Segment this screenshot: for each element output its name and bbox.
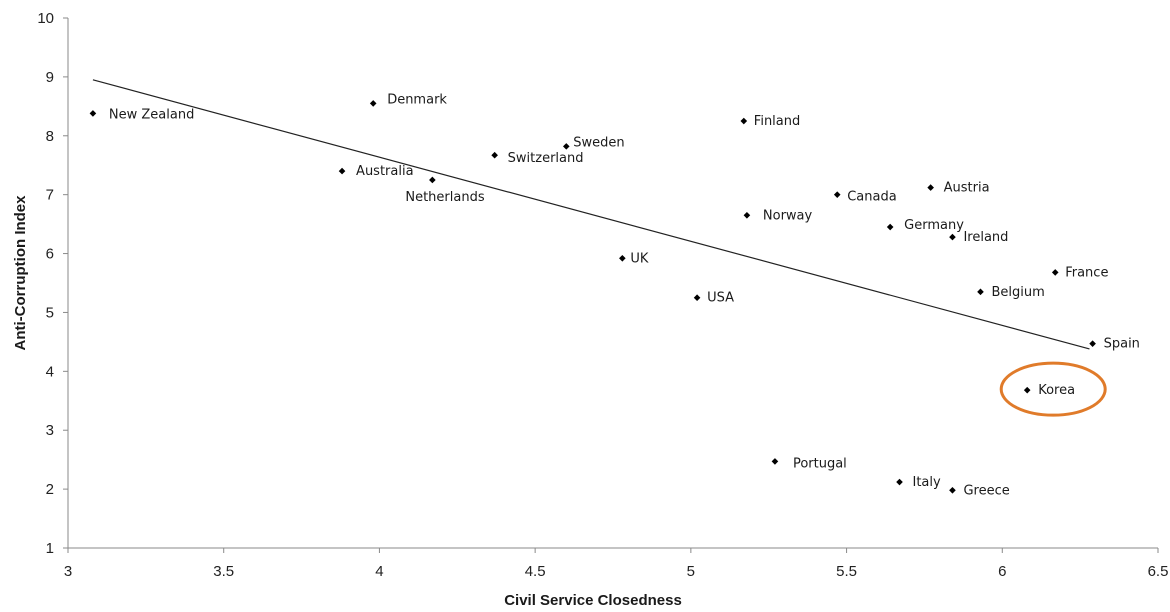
point-italy: [896, 478, 903, 486]
point-netherlands: [429, 176, 436, 184]
point-label-finland: Finland: [754, 114, 800, 129]
point-label-netherlands: Netherlands: [405, 190, 484, 205]
x-tick-label: 4.5: [525, 563, 546, 580]
point-label-germany: Germany: [904, 218, 964, 233]
x-tick-label: 3: [64, 563, 72, 580]
point-label-spain: Spain: [1104, 337, 1140, 352]
point-uk: [619, 254, 626, 262]
point-greece: [949, 486, 956, 494]
point-label-belgium: Belgium: [991, 285, 1044, 300]
point-label-usa: USA: [707, 291, 734, 306]
point-label-ireland: Ireland: [963, 230, 1008, 245]
x-axis-ticks: 3 3.5 4 4.5 5 5.5 6 6.5: [64, 548, 1169, 580]
korea-highlight-circle: [999, 361, 1107, 417]
y-tick-label: 6: [46, 246, 54, 263]
point-spain: [1089, 340, 1096, 347]
point-label-italy: Italy: [913, 475, 942, 490]
point-label-portugal: Portugal: [793, 456, 847, 471]
point-sweden: [562, 143, 570, 150]
y-tick-label: 2: [46, 481, 54, 498]
y-axis-title: Anti-Corruption Index: [12, 195, 29, 351]
x-tick-label: 4: [375, 563, 383, 580]
y-tick-label: 3: [46, 422, 54, 439]
x-axis-title: Civil Service Closedness: [504, 592, 682, 609]
x-tick-label: 5: [687, 563, 695, 580]
point-portugal: [771, 458, 779, 465]
point-label-uk: UK: [630, 251, 649, 266]
point-belgium: [977, 288, 984, 296]
point-label-canada: Canada: [847, 190, 896, 205]
point-label-new-zealand: New Zealand: [109, 107, 194, 122]
point-france: [1051, 269, 1059, 276]
point-new-zealand: [89, 110, 97, 117]
point-usa: [693, 294, 701, 302]
point-label-france: France: [1065, 265, 1108, 280]
point-canada: [833, 191, 841, 198]
point-label-korea: Korea: [1038, 383, 1075, 398]
point-label-greece: Greece: [963, 483, 1009, 498]
point-denmark: [369, 100, 377, 107]
point-austria: [927, 184, 934, 191]
trend-line: [92, 79, 1090, 350]
point-ireland: [949, 233, 956, 241]
point-label-austria: Austria: [944, 181, 990, 196]
point-norway: [743, 211, 751, 219]
y-tick-label: 4: [46, 363, 54, 380]
point-label-australia: Australia: [356, 164, 414, 179]
y-tick-label: 5: [46, 304, 54, 321]
y-axis-ticks: 1 2 3 4 5 6 7 8 9 10: [37, 10, 68, 557]
y-tick-label: 10: [37, 10, 54, 27]
point-label-sweden: Sweden: [573, 135, 624, 150]
axes: 3 3.5 4 4.5 5 5.5 6 6.5 1 2 3 4 5 6 7 8 9 10: [37, 10, 1168, 580]
y-tick-label: 9: [46, 69, 54, 86]
y-tick-label: 1: [46, 540, 54, 557]
point-australia: [338, 167, 346, 175]
x-tick-label: 6.5: [1148, 563, 1169, 580]
point-korea: [1023, 386, 1031, 394]
point-label-denmark: Denmark: [387, 92, 447, 107]
y-tick-label: 7: [46, 187, 54, 204]
x-tick-label: 5.5: [836, 563, 857, 580]
point-finland: [740, 117, 748, 125]
point-label-switzerland: Switzerland: [508, 151, 584, 166]
point-switzerland: [491, 151, 498, 159]
point-label-norway: Norway: [763, 208, 813, 223]
x-tick-label: 6: [998, 563, 1006, 580]
x-tick-label: 3.5: [213, 563, 234, 580]
y-tick-label: 8: [46, 128, 54, 145]
data-points: New Zealand Denmark Australia Netherlands Sw…: [89, 92, 1140, 498]
point-germany: [886, 223, 894, 231]
